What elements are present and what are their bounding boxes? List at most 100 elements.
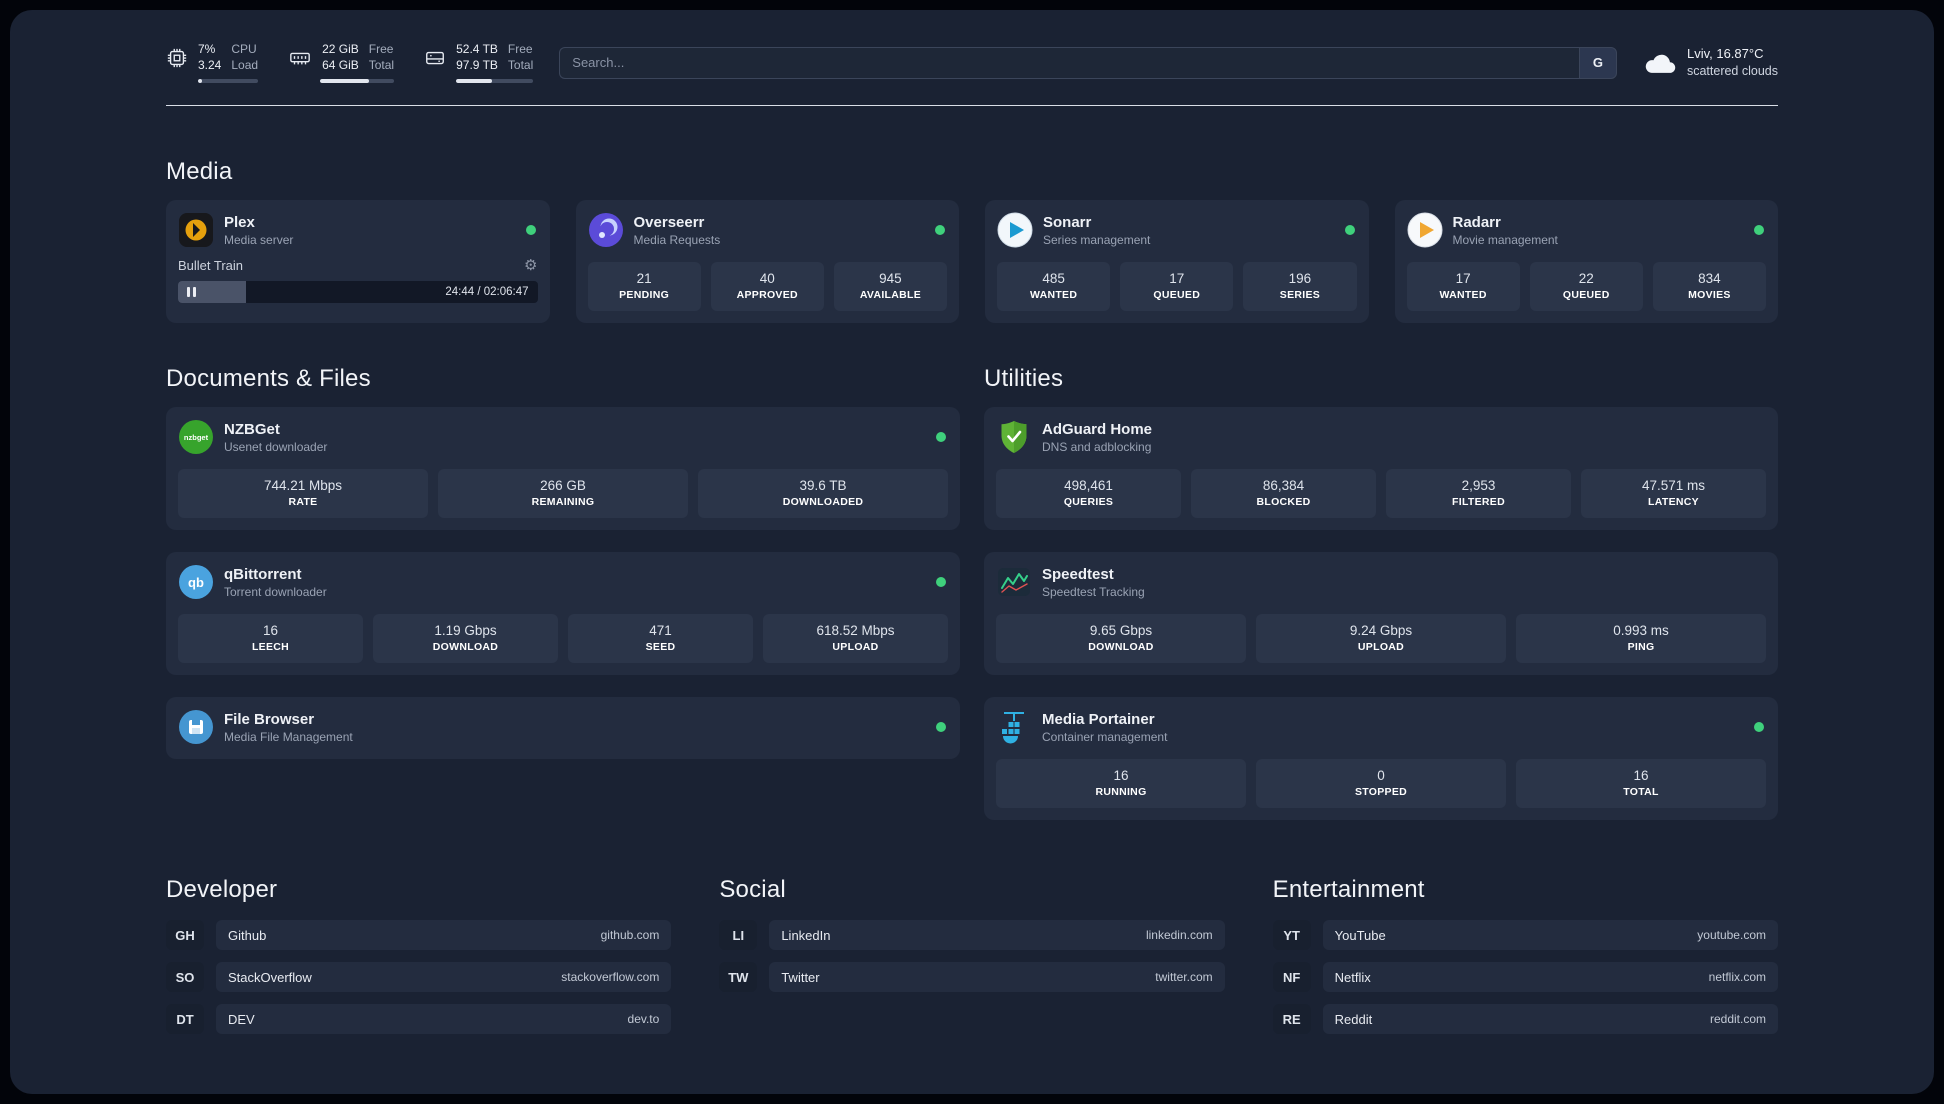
stat-label: AVAILABLE xyxy=(859,289,922,302)
status-dot xyxy=(936,722,946,733)
card-qbittorrent[interactable]: qb qBittorrent Torrent downloader 16 LEE… xyxy=(166,552,960,676)
stat-value: 196 xyxy=(1288,271,1312,287)
service-subtitle: Torrent downloader xyxy=(224,584,327,599)
service-name: Plex xyxy=(224,213,255,231)
section-title-documents: Documents & Files xyxy=(166,365,371,393)
stat-tile: 21 PENDING xyxy=(587,262,701,312)
bookmark-twitter[interactable]: TW Twitter twitter.com xyxy=(719,962,1225,993)
stat-value: 86,384 xyxy=(1262,478,1305,494)
bookmark-dev[interactable]: DT DEV dev.to xyxy=(166,1004,672,1035)
bookmark-name: LinkedIn xyxy=(781,927,831,943)
bookmark-abbr: DT xyxy=(166,1004,204,1035)
bookmark-reddit[interactable]: RE Reddit reddit.com xyxy=(1272,1004,1778,1035)
cpu-label-top: CPU xyxy=(231,42,257,56)
bookmark-group-social: Social LI LinkedIn linkedin.com TW Twitt… xyxy=(719,876,1225,1004)
stat-label: QUERIES xyxy=(1063,496,1114,509)
stat-tile: 266 GB REMAINING xyxy=(438,469,688,519)
stat-tile: 39.6 TB DOWNLOADED xyxy=(698,469,948,519)
memory-icon xyxy=(290,52,310,65)
bookmark-name: Reddit xyxy=(1334,1011,1373,1027)
stat-label: FILTERED xyxy=(1452,496,1505,509)
adguard-icon xyxy=(1001,421,1027,454)
stat-label: SERIES xyxy=(1279,289,1321,302)
bookmark-linkedin[interactable]: LI LinkedIn linkedin.com xyxy=(719,920,1225,951)
card-plex[interactable]: Plex Media server Bullet Train ⚙ 24:44 /… xyxy=(166,200,550,324)
stat-tile: 1.19 Gbps DOWNLOAD xyxy=(373,614,558,664)
playback-progress-bar[interactable]: 24:44 / 02:06:47 xyxy=(178,281,538,304)
stat-tile: 945 AVAILABLE xyxy=(833,262,948,312)
search-input[interactable] xyxy=(559,46,1579,79)
bookmark-name: Twitter xyxy=(781,969,820,985)
card-nzbget[interactable]: nzbget NZBGet Usenet downloader 744.21 M… xyxy=(166,407,960,531)
memory-label-top: Free xyxy=(368,42,394,56)
plex-icon xyxy=(179,213,213,248)
service-name: qBittorrent xyxy=(224,565,302,583)
stat-value: 834 xyxy=(1698,271,1721,287)
stat-label: WANTED xyxy=(1439,289,1487,302)
stat-tile: 485 WANTED xyxy=(997,262,1111,312)
memory-widget: 22 GiB 64 GiB Free Total xyxy=(288,42,395,84)
filebrowser-icon xyxy=(179,710,213,745)
stat-value: 47.571 ms xyxy=(1641,478,1706,494)
stat-value: 39.6 TB xyxy=(799,478,847,494)
plex-now-playing: Bullet Train ⚙ 24:44 / 02:06:47 xyxy=(178,257,538,304)
status-dot xyxy=(936,577,946,588)
cloud-icon xyxy=(1645,54,1676,73)
card-adguard[interactable]: AdGuard Home DNS and adblocking 498,461 … xyxy=(984,407,1778,531)
gear-icon[interactable]: ⚙ xyxy=(524,257,538,275)
card-sonarr[interactable]: Sonarr Series management 485 WANTED 17 Q… xyxy=(985,200,1369,324)
stat-label: PENDING xyxy=(619,289,670,302)
stat-value: 485 xyxy=(1042,271,1065,287)
card-filebrowser[interactable]: File Browser Media File Management xyxy=(166,697,960,760)
card-radarr[interactable]: Radarr Movie management 17 WANTED 22 QUE… xyxy=(1394,200,1778,324)
stat-label: DOWNLOAD xyxy=(432,641,499,654)
bookmark-domain: github.com xyxy=(600,928,660,943)
stat-tile: 22 QUEUED xyxy=(1529,262,1643,312)
service-name: Radarr xyxy=(1452,213,1501,231)
disk-bar xyxy=(456,79,534,84)
stat-value: 2,953 xyxy=(1461,478,1496,494)
stat-label: BLOCKED xyxy=(1256,496,1311,509)
bookmark-abbr: YT xyxy=(1272,920,1311,951)
stat-label: MOVIES xyxy=(1688,289,1731,302)
bookmark-stackoverflow[interactable]: SO StackOverflow stackoverflow.com xyxy=(166,962,672,993)
section-utilities: Utilities AdGuard Home DNS and adblockin… xyxy=(984,365,1778,821)
stat-tile: 16 TOTAL xyxy=(1516,759,1766,809)
card-overseerr[interactable]: Overseerr Media Requests 21 PENDING 40 A… xyxy=(575,200,959,324)
stat-value: 471 xyxy=(649,623,672,639)
stat-value: 1.19 Gbps xyxy=(434,623,497,639)
bookmark-github[interactable]: GH Github github.com xyxy=(166,920,672,951)
weather-condition: scattered clouds xyxy=(1686,63,1778,78)
bookmark-netflix[interactable]: NF Netflix netflix.com xyxy=(1272,962,1778,993)
weather-widget[interactable]: Lviv, 16.87°C scattered clouds xyxy=(1643,45,1778,79)
search-bar: G xyxy=(559,46,1617,79)
bookmark-youtube[interactable]: YT YouTube youtube.com xyxy=(1272,920,1778,951)
stat-value: 266 GB xyxy=(540,478,586,494)
search-engine-button[interactable]: G xyxy=(1578,46,1617,79)
card-speedtest[interactable]: Speedtest Speedtest Tracking 9.65 Gbps D… xyxy=(984,552,1778,676)
cpu-label-bottom: Load xyxy=(231,57,259,72)
stat-label: PING xyxy=(1627,641,1655,654)
stat-value: 16 xyxy=(1633,768,1649,784)
service-name: Speedtest xyxy=(1042,565,1114,583)
card-portainer[interactable]: Media Portainer Container management 16 … xyxy=(984,697,1778,821)
portainer-icon xyxy=(1002,712,1024,744)
stat-label: DOWNLOADED xyxy=(782,496,864,509)
bookmark-domain: stackoverflow.com xyxy=(561,970,660,985)
pause-icon[interactable] xyxy=(187,287,196,298)
memory-free: 22 GiB xyxy=(322,42,359,56)
now-playing-title: Bullet Train xyxy=(178,258,244,274)
bookmark-domain: netflix.com xyxy=(1708,970,1766,985)
bookmark-name: Github xyxy=(228,927,267,943)
stat-label: REMAINING xyxy=(531,496,595,509)
stat-tile: 40 APPROVED xyxy=(710,262,824,312)
stat-tile: 17 WANTED xyxy=(1406,262,1520,312)
stat-label: LATENCY xyxy=(1648,496,1699,509)
svg-text:qb: qb xyxy=(188,575,204,590)
stat-label: RUNNING xyxy=(1095,786,1147,799)
section-title-developer: Developer xyxy=(166,876,278,904)
stat-value: 945 xyxy=(879,271,902,287)
stat-tile: 47.571 ms LATENCY xyxy=(1581,469,1766,519)
stat-tile: 834 MOVIES xyxy=(1652,262,1767,312)
stat-label: SEED xyxy=(645,641,676,654)
